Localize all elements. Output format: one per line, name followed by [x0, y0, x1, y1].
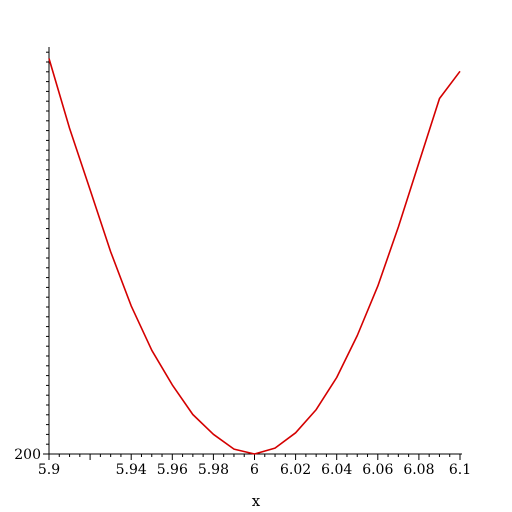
- minor-ticks: [46, 51, 451, 457]
- x-axis-label: x: [252, 492, 261, 510]
- tick-labels: 5.9 5.94 5.96 5.98 6 6.02 6.04 6.06 6.08 6.1 200: [14, 447, 471, 478]
- series-group: [48, 58, 461, 455]
- x-tick-label: 6.1: [449, 462, 471, 478]
- series-line: [48, 58, 461, 455]
- x-tick-label: 6.02: [280, 462, 311, 478]
- x-tick-label: 5.98: [198, 462, 229, 478]
- x-tick-label: 6.04: [321, 462, 352, 478]
- x-tick-label: 5.96: [157, 462, 188, 478]
- x-tick-label: 6.06: [362, 462, 393, 478]
- x-tick-label: 5.9: [38, 462, 60, 478]
- y-tick-label: 200: [14, 447, 41, 463]
- axes: [43, 47, 462, 460]
- x-tick-label: 5.94: [116, 462, 147, 478]
- x-tick-label: 6: [250, 462, 259, 478]
- x-tick-label: 6.08: [403, 462, 434, 478]
